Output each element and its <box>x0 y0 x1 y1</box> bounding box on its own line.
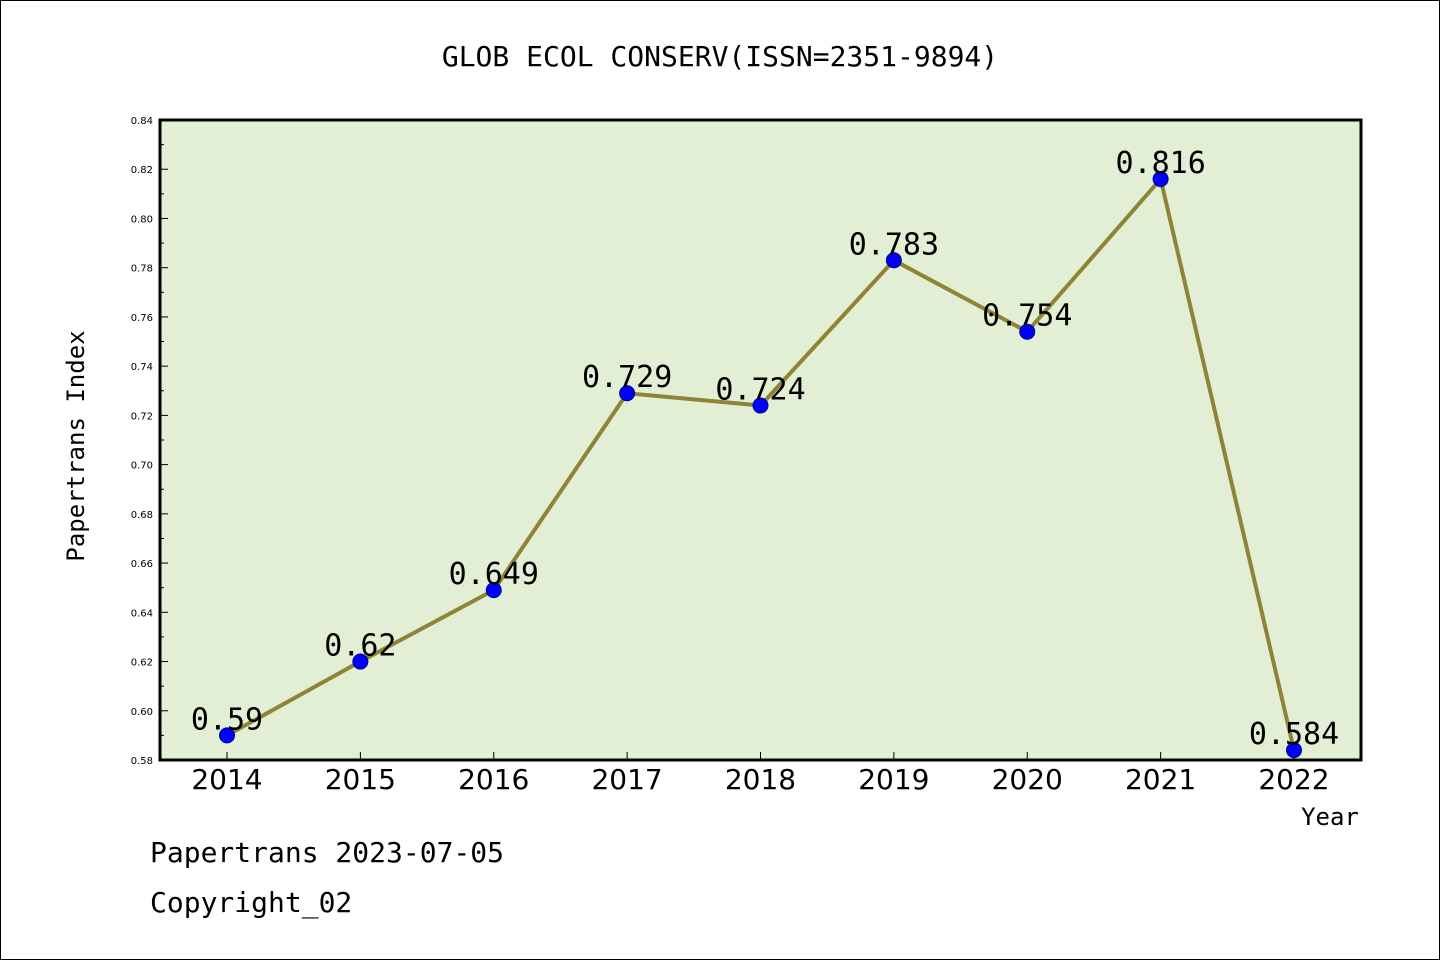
data-point <box>885 252 902 269</box>
x-tick-label: 2017 <box>591 763 662 796</box>
data-point <box>1019 323 1036 340</box>
data-point <box>352 653 369 670</box>
y-axis: 0.58 0.60 0.62 0.64 0.66 0.68 0.70 0.72 0.74 0.76… <box>131 116 168 767</box>
data-point <box>1152 171 1169 188</box>
x-tick-label: 2022 <box>1258 763 1329 796</box>
y-tick-label: 0.80 <box>131 214 153 225</box>
x-tick-label: 2018 <box>725 763 796 796</box>
x-axis: 2014 2015 2016 2017 2018 2019 2020 2021 2022 <box>191 752 1330 796</box>
x-tick-label: 2015 <box>325 763 396 796</box>
footer-copyright: Copyright_02 <box>150 886 353 919</box>
y-tick-label: 0.66 <box>131 559 153 570</box>
y-tick-label: 0.64 <box>131 608 153 619</box>
chart-title: GLOB ECOL CONSERV(ISSN=2351-9894) <box>442 40 998 73</box>
x-tick-label: 2016 <box>458 763 529 796</box>
x-tick-label: 2019 <box>858 763 929 796</box>
data-label: 0.649 <box>449 557 539 592</box>
data-label: 0.729 <box>582 360 672 395</box>
data-point <box>1286 742 1302 759</box>
data-label: 0.783 <box>849 227 939 262</box>
y-tick-label: 0.60 <box>131 707 153 718</box>
data-label: 0.724 <box>715 373 805 408</box>
data-label: 0.754 <box>982 299 1072 334</box>
y-tick-label: 0.82 <box>131 165 153 176</box>
data-label: 0.59 <box>191 702 263 737</box>
y-tick-label: 0.70 <box>131 461 153 472</box>
x-tick-label: 2020 <box>992 763 1063 796</box>
data-label: 0.62 <box>324 629 396 664</box>
y-tick-label: 0.84 <box>131 116 153 127</box>
series-papertrans-index <box>219 171 1302 759</box>
data-point <box>619 385 636 402</box>
y-tick-label: 0.78 <box>131 264 153 275</box>
data-point <box>752 397 769 414</box>
plot-area <box>158 118 1363 762</box>
x-tick-label: 2021 <box>1125 763 1196 796</box>
data-labels: 0.59 0.62 0.649 0.729 0.724 0.783 0.754 0.816 0.… <box>191 146 1339 752</box>
y-tick-label: 0.58 <box>131 756 153 767</box>
x-tick-label: 2014 <box>191 763 262 796</box>
data-label: 0.584 <box>1249 717 1339 752</box>
data-point <box>219 727 235 744</box>
data-point <box>485 582 502 599</box>
x-axis-label: Year <box>1301 803 1359 831</box>
y-axis-label: Papertrans Index <box>62 330 90 561</box>
y-tick-label: 0.76 <box>131 313 153 324</box>
data-label: 0.816 <box>1115 146 1205 181</box>
y-tick-label: 0.74 <box>131 362 153 373</box>
footer-date: Papertrans 2023-07-05 <box>150 836 505 869</box>
y-tick-label: 0.72 <box>131 411 153 422</box>
y-tick-label: 0.68 <box>131 510 153 521</box>
y-tick-label: 0.62 <box>131 658 153 669</box>
